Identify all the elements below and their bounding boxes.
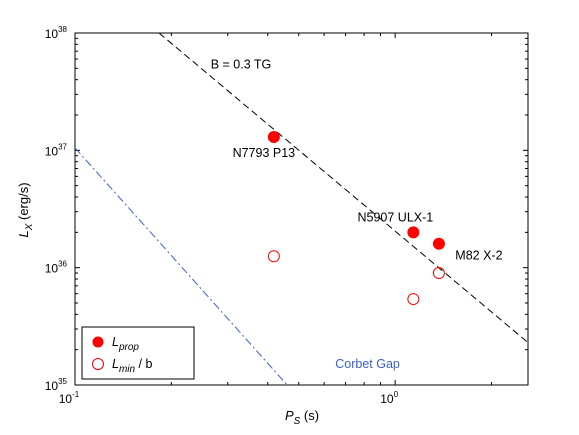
plot-area xyxy=(74,32,529,386)
x-tick-label: 10-1 xyxy=(59,390,80,406)
y-tick-label: 1035 xyxy=(45,377,68,393)
point-Lmin xyxy=(432,267,445,280)
point-Lprop xyxy=(432,237,445,250)
point-label: M82 X-2 xyxy=(455,249,502,263)
x-tick-label: 100 xyxy=(380,390,398,406)
data-points xyxy=(267,130,445,306)
legend-entry: Lmin / b xyxy=(112,357,152,375)
legend-marker-open xyxy=(92,358,104,370)
y-axis-label: LX (erg/s) xyxy=(16,182,35,237)
point-labels: N7793 P13 N5907 ULX-1 M82 X-2 Corbet Gap xyxy=(233,146,503,371)
legend-marker-filled xyxy=(92,336,104,348)
point-Lprop xyxy=(407,226,420,239)
axis-labels: PS (s) LX (erg/s) xyxy=(16,182,319,427)
corbet-gap-label: Corbet Gap xyxy=(335,357,400,371)
point-label: N7793 P13 xyxy=(233,146,296,160)
legend: Lprop Lmin / b xyxy=(81,326,195,380)
legend-entry: Lprop xyxy=(112,335,139,353)
y-tick-label: 1036 xyxy=(45,260,68,276)
point-Lmin xyxy=(407,293,420,306)
ticks: 10-1 100 1035 1036 1037 1038 xyxy=(45,25,528,406)
point-Lprop xyxy=(267,130,280,143)
y-tick-label: 1037 xyxy=(45,142,68,158)
b-line xyxy=(158,32,529,343)
b-line-label: B = 0.3 TG xyxy=(211,57,272,71)
legend-box xyxy=(81,326,195,380)
point-label: N5907 ULX-1 xyxy=(357,210,433,224)
x-axis-label: PS (s) xyxy=(285,408,319,427)
y-tick-label: 1038 xyxy=(45,25,68,41)
corbet-line xyxy=(74,147,288,386)
reference-lines: B = 0.3 TG xyxy=(74,32,529,386)
point-Lmin xyxy=(267,250,280,263)
